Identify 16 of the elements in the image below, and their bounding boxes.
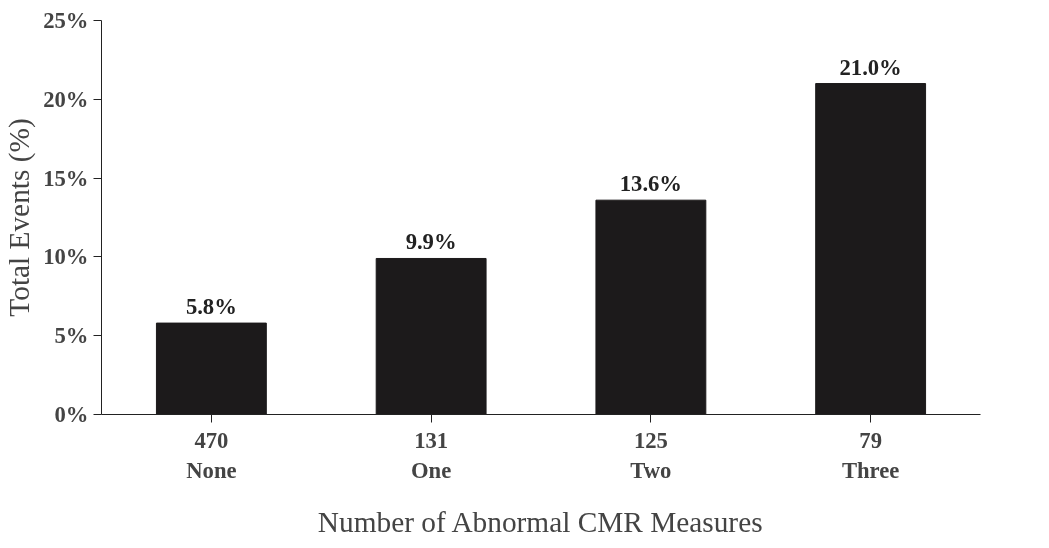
y-tick-label: 5% (54, 323, 89, 349)
data-label: 21.0% (839, 54, 902, 80)
x-axis-title: Number of Abnormal CMR Measures (317, 505, 763, 538)
y-tick-label: 0% (54, 402, 89, 427)
y-tick-label: 10% (43, 244, 89, 270)
x-tick-label: 79 Three (841, 427, 900, 483)
data-label: 13.6% (619, 171, 683, 197)
y-tick-label: 20% (43, 86, 89, 112)
x-tick-label: 125 Two (630, 427, 672, 483)
x-tick-label: 470 None (186, 427, 237, 483)
y-axis-title: Total Events (%) (3, 118, 37, 317)
data-label: 9.9% (405, 229, 457, 255)
x-tick-label: 131 One (410, 427, 452, 483)
data-label: 5.8% (185, 294, 237, 320)
y-tick-label: 25% (43, 8, 89, 33)
y-tick-label: 15% (43, 165, 89, 191)
